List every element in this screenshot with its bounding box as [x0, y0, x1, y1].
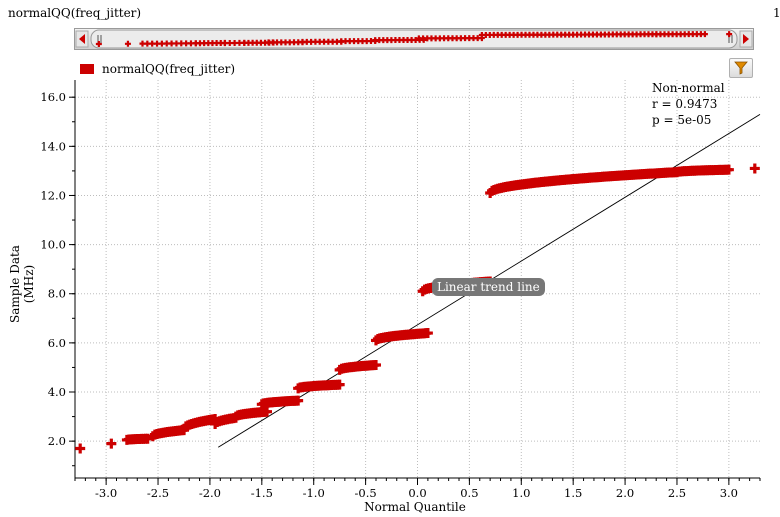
y-tick-label: 8.0 — [48, 287, 66, 301]
p-value: p = 5e-05 — [652, 113, 712, 127]
scroll-left-arrow-icon[interactable] — [75, 30, 89, 48]
normality-result: Non-normal — [652, 81, 725, 95]
data-point — [293, 395, 304, 406]
filter-funnel-icon — [734, 61, 748, 75]
y-tick-label: 16.0 — [40, 90, 66, 104]
overview-point — [701, 31, 708, 38]
overview-point — [124, 40, 131, 47]
x-tick-label: -2.5 — [147, 486, 169, 500]
data-point — [75, 443, 86, 454]
legend-swatch — [80, 64, 94, 74]
overview-point — [726, 31, 733, 38]
x-tick-label: -1.5 — [251, 486, 273, 500]
data-point — [142, 433, 153, 444]
data-points — [75, 163, 760, 454]
y-tick-label: 12.0 — [40, 188, 66, 202]
window-title-marker: 1 — [773, 6, 780, 20]
overview-point — [95, 40, 102, 47]
x-tick-label: -2.0 — [199, 486, 221, 500]
plot-grid — [75, 80, 760, 478]
data-point — [422, 328, 433, 339]
data-point — [370, 359, 381, 370]
x-tick-label: 1.5 — [564, 486, 582, 500]
x-tick-label: -3.0 — [95, 486, 117, 500]
x-axis-label: Normal Quantile — [364, 500, 466, 514]
x-tick-label: 1.0 — [512, 486, 530, 500]
x-tick-label: 2.0 — [616, 486, 634, 500]
y-tick-label: 2.0 — [48, 434, 66, 448]
x-tick-label: -0.5 — [355, 486, 377, 500]
plot-axes: -3.0 -2.5 -2.0 -1.5 -1.0 -0.5 0.0 0.5 1.0 1.5 2.0 2… — [40, 80, 761, 500]
scroll-right-arrow-icon[interactable] — [739, 30, 753, 48]
correlation-value: r = 0.9473 — [652, 97, 718, 111]
x-tick-label: 3.0 — [720, 486, 738, 500]
x-tick-label: -1.0 — [303, 486, 325, 500]
data-point — [106, 438, 117, 449]
overview-sparkline — [95, 31, 733, 47]
y-tick-label: 10.0 — [40, 238, 66, 252]
data-point — [262, 406, 273, 417]
y-tick-label: 14.0 — [40, 139, 66, 153]
x-tick-label: 0.5 — [460, 486, 478, 500]
data-point — [749, 163, 760, 174]
normality-annotation: Non-normal r = 0.9473 p = 5e-05 — [652, 80, 725, 128]
filter-button[interactable] — [729, 58, 753, 78]
trend-line-label: Linear trend line — [432, 278, 545, 296]
overview-scrollbar[interactable] — [74, 28, 754, 50]
y-axis-label: Sample Data (MHz) — [8, 245, 36, 323]
x-tick-label: 0.0 — [408, 486, 426, 500]
x-tick-label: 2.5 — [668, 486, 686, 500]
y-tick-label: 6.0 — [48, 336, 66, 350]
data-point — [723, 164, 734, 175]
y-tick-label: 4.0 — [48, 385, 66, 399]
window-title: normalQQ(freq_jitter) — [8, 6, 142, 20]
data-point — [334, 379, 345, 390]
legend-label: normalQQ(freq_jitter) — [102, 62, 236, 76]
legend[interactable]: normalQQ(freq_jitter) — [80, 62, 235, 76]
